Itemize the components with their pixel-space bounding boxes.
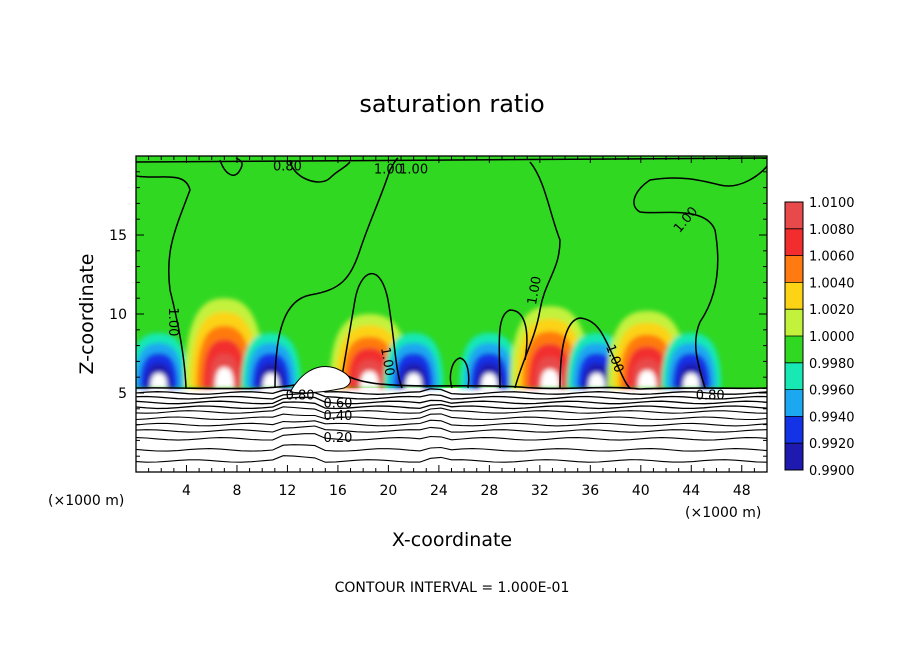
chart-title: saturation ratio xyxy=(359,90,544,118)
contour-interval-note: CONTOUR INTERVAL = 1.000E-01 xyxy=(335,580,570,596)
colorbar-swatch xyxy=(785,443,803,471)
contour-label: 0.80 xyxy=(286,389,315,404)
contour-line xyxy=(633,164,767,389)
x-axis-label: X-coordinate xyxy=(392,529,512,551)
colorbar-label: 0.9920 xyxy=(809,437,855,452)
contour-label: 1.00 xyxy=(165,307,180,336)
contour-label: 0.20 xyxy=(323,431,352,446)
contour-line xyxy=(219,157,243,176)
contour-line xyxy=(514,161,561,389)
contour-line xyxy=(136,391,767,400)
colorbar-swatch xyxy=(785,362,803,391)
contour-lines xyxy=(136,157,767,389)
colorbar-label: 1.0000 xyxy=(809,330,855,345)
contour-label: 1.00 xyxy=(374,163,403,178)
contour-line xyxy=(136,406,767,414)
contour-label: 1.00 xyxy=(377,346,397,377)
y-tick-label: 5 xyxy=(118,386,127,402)
subsaturated-layer xyxy=(136,388,767,463)
x-axis: 4 8 12 16 20 24 28 32 36 40 44 48 xyxy=(148,156,755,499)
x-unit-label-right: (×1000 m) xyxy=(685,505,761,521)
contour-line xyxy=(136,455,767,463)
contour-line xyxy=(136,175,191,389)
colorbar-label: 0.9980 xyxy=(809,357,855,372)
cloud-feature-band xyxy=(405,373,422,389)
colorbar-swatch xyxy=(785,336,803,364)
cloud-feature-band xyxy=(637,370,657,389)
colorbar-label: 1.0100 xyxy=(809,196,855,211)
cloud-feature-band xyxy=(215,367,234,389)
colorbar-swatch xyxy=(785,282,803,310)
contour-line xyxy=(136,396,767,405)
colorbar-label: 0.9940 xyxy=(809,410,855,425)
contour-line xyxy=(136,425,767,433)
colorbar-label: 0.9960 xyxy=(809,384,855,399)
y-tick-label: 15 xyxy=(109,228,127,244)
cloud-base-edge xyxy=(136,367,767,390)
x-tick-label: 8 xyxy=(232,483,241,499)
contour-line xyxy=(289,159,351,183)
colorbar-swatch xyxy=(785,389,803,417)
contour-label: 0.40 xyxy=(323,409,352,424)
colorbar-label: 0.9900 xyxy=(809,464,855,479)
colorbar-label: 1.0020 xyxy=(809,303,855,318)
x-tick-label: 4 xyxy=(182,483,191,499)
cloud-feature-band xyxy=(481,373,498,389)
y-tick-label: 10 xyxy=(109,307,127,323)
cloud-feature-dry xyxy=(459,332,520,389)
y-axis: 5 10 15 xyxy=(109,171,767,457)
contour-line xyxy=(136,388,767,395)
contour-label: 1.00 xyxy=(525,275,545,306)
contour-line xyxy=(136,413,767,421)
x-tick-label: 16 xyxy=(329,483,347,499)
contour-line xyxy=(136,433,767,441)
cloud-white-patch xyxy=(289,366,351,394)
cloud-feature-band xyxy=(150,373,167,389)
cloud-feature-dry xyxy=(136,332,189,389)
cloud-feature-dry xyxy=(241,332,302,389)
contour-label: 0.80 xyxy=(273,159,302,174)
x-tick-label: 32 xyxy=(531,483,549,499)
contour-label: 0.80 xyxy=(696,389,725,404)
x-tick-label: 48 xyxy=(733,483,751,499)
colorbar-swatch xyxy=(785,202,803,230)
colorbar-swatch xyxy=(785,309,803,337)
colorbar-swatch xyxy=(785,416,803,444)
cloud-feature-band xyxy=(588,373,605,389)
cloud-feature-dry xyxy=(661,332,722,389)
cloud-feature-moist xyxy=(184,298,265,389)
contour-line xyxy=(498,309,528,389)
colorbar-label: 1.0060 xyxy=(809,250,855,265)
contour-line xyxy=(136,419,767,427)
contour-label: 1.00 xyxy=(399,163,428,178)
colorbar-swatch xyxy=(785,228,803,257)
colorbar-swatch xyxy=(785,255,803,283)
cloud-features xyxy=(136,298,722,389)
cloud-feature-band xyxy=(683,373,700,389)
x-tick-label: 20 xyxy=(379,483,397,499)
cloud-feature-dry xyxy=(383,332,444,389)
contour-line xyxy=(136,401,767,410)
contour-line xyxy=(559,317,631,389)
x-tick-label: 24 xyxy=(430,483,448,499)
x-tick-label: 40 xyxy=(632,483,650,499)
x-tick-label: 44 xyxy=(682,483,700,499)
cloud-feature-band xyxy=(540,369,560,389)
x-tick-label: 28 xyxy=(480,483,498,499)
contour-line xyxy=(136,444,767,452)
y-axis-label: Z-coordinate xyxy=(76,254,98,375)
colorbar-label: 1.0080 xyxy=(809,223,855,238)
x-tick-label: 36 xyxy=(581,483,599,499)
contour-label: 0.60 xyxy=(323,396,352,411)
contour-line xyxy=(449,357,470,389)
cloud-feature-moist xyxy=(509,306,590,389)
x-unit-label: (×1000 m) xyxy=(48,493,124,509)
x-tick-label: 12 xyxy=(279,483,297,499)
colorbar-label: 1.0040 xyxy=(809,276,855,291)
contour-line xyxy=(339,273,403,389)
colorbar: 1.0100 1.0080 1.0060 1.0040 1.0020 1.0000 0.99… xyxy=(784,196,855,479)
contour-line xyxy=(274,157,399,389)
